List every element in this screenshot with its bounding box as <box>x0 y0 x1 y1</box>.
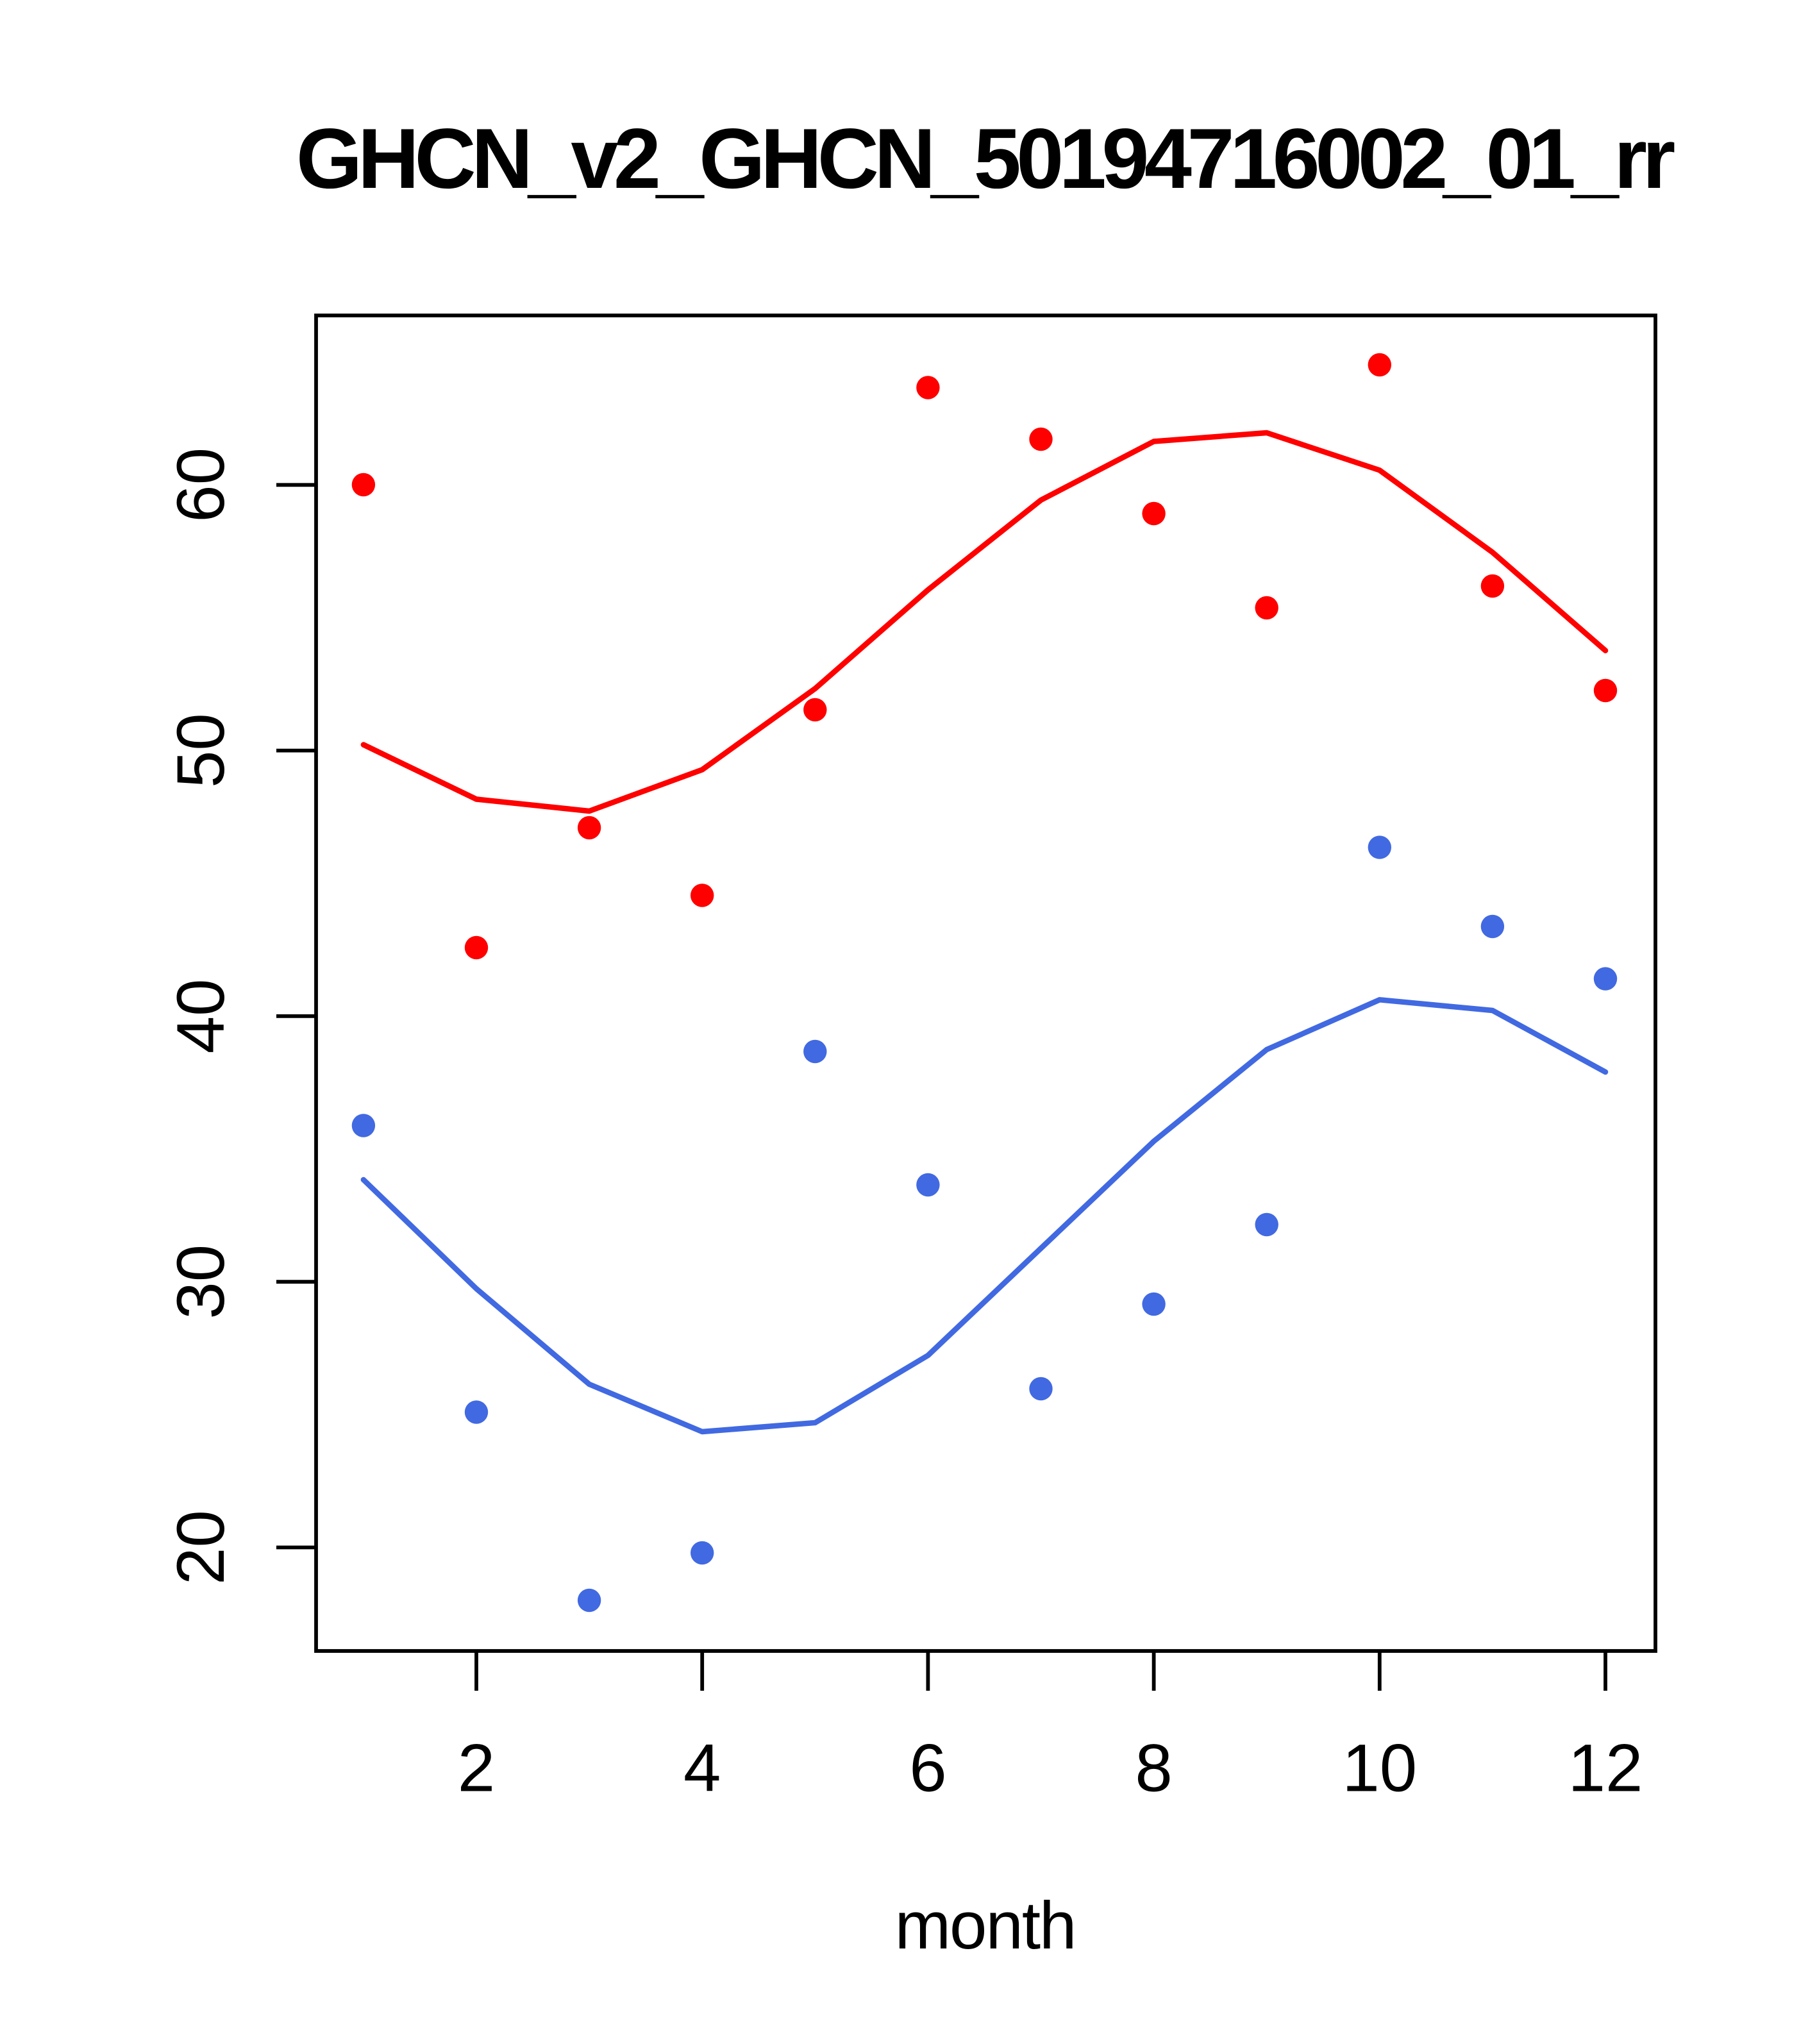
svg-text:8: 8 <box>1135 1730 1172 1805</box>
svg-text:60: 60 <box>163 448 239 523</box>
svg-text:12: 12 <box>1568 1730 1643 1805</box>
svg-text:2: 2 <box>458 1730 495 1805</box>
svg-text:30: 30 <box>163 1244 239 1319</box>
svg-text:40: 40 <box>163 979 239 1054</box>
svg-text:6: 6 <box>909 1730 946 1805</box>
svg-text:month: month <box>895 1888 1076 1963</box>
svg-text:50: 50 <box>163 713 239 788</box>
svg-text:10: 10 <box>1342 1730 1417 1805</box>
svg-text:20: 20 <box>163 1510 239 1585</box>
svg-text:GHCN_v2_GHCN_50194716002_01_rr: GHCN_v2_GHCN_50194716002_01_rr <box>296 112 1675 206</box>
svg-text:4: 4 <box>683 1730 721 1805</box>
